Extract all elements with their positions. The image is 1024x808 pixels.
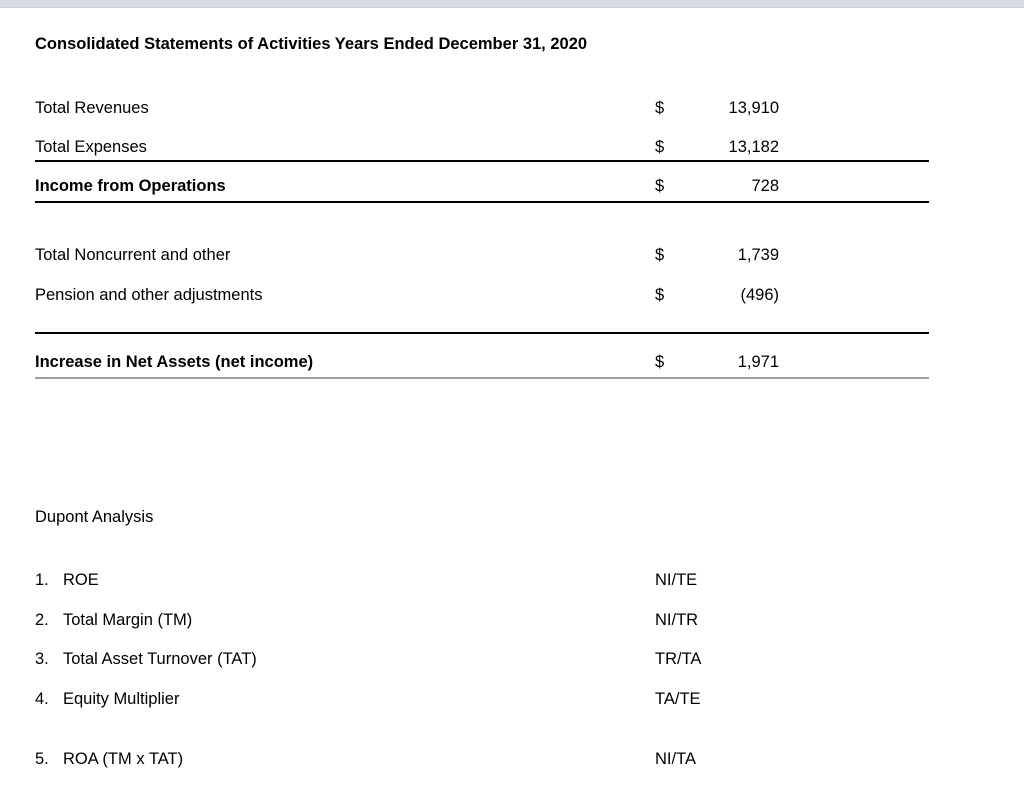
item-formula: TR/TA	[655, 650, 702, 668]
row-value: 13,910	[728, 99, 779, 117]
statement-row-total-noncurrent: Total Noncurrent and other $ 1,739	[35, 246, 929, 265]
item-formula: NI/TE	[655, 571, 698, 589]
item-number: 4.	[35, 690, 49, 708]
item-label: Total Asset Turnover (TAT)	[63, 650, 257, 668]
dupont-item-roe: 1. ROE NI/TE	[35, 570, 929, 590]
row-value: 1,739	[737, 246, 779, 264]
statement-row-total-revenues: Total Revenues $ 13,910	[35, 99, 929, 118]
window-top-strip	[0, 0, 1024, 8]
item-label: Total Margin (TM)	[63, 611, 193, 629]
statement-title: Consolidated Statements of Activities Ye…	[35, 35, 588, 53]
item-number: 3.	[35, 650, 49, 668]
item-label: ROA (TM x TAT)	[63, 750, 184, 768]
row-label: Pension and other adjustments	[35, 286, 263, 304]
statement-row-increase-net-assets: Increase in Net Assets (net income) $ 1,…	[35, 353, 929, 379]
currency-symbol: $	[655, 177, 665, 195]
item-label: Equity Multiplier	[63, 690, 180, 708]
row-label: Total Expenses	[35, 138, 147, 156]
currency-symbol: $	[655, 286, 665, 304]
currency-symbol: $	[655, 138, 665, 156]
statement-row-income-from-operations: Income from Operations $ 728	[35, 177, 929, 203]
total-rule-line	[35, 332, 929, 334]
statement-row-pension-adjustments: Pension and other adjustments $ (496)	[35, 286, 929, 305]
row-value: 13,182	[728, 138, 779, 156]
dupont-item-equity-multiplier: 4. Equity Multiplier TA/TE	[35, 689, 929, 709]
row-value: (496)	[740, 286, 779, 304]
row-label: Total Noncurrent and other	[35, 246, 231, 264]
statement-row-total-expenses: Total Expenses $ 13,182	[35, 138, 929, 162]
row-label: Income from Operations	[35, 177, 226, 195]
dupont-heading: Dupont Analysis	[35, 508, 154, 526]
currency-symbol: $	[655, 99, 665, 117]
item-number: 5.	[35, 750, 49, 768]
item-number: 1.	[35, 571, 49, 589]
currency-symbol: $	[655, 353, 665, 371]
dupont-item-total-asset-turnover: 3. Total Asset Turnover (TAT) TR/TA	[35, 649, 929, 669]
row-value: 728	[751, 177, 779, 195]
item-number: 2.	[35, 611, 49, 629]
row-value: 1,971	[737, 353, 779, 371]
row-label: Increase in Net Assets (net income)	[35, 353, 314, 371]
item-formula: NI/TR	[655, 611, 699, 629]
item-formula: TA/TE	[655, 690, 701, 708]
currency-symbol: $	[655, 246, 665, 264]
dupont-item-roa: 5. ROA (TM x TAT) NI/TA	[35, 749, 929, 769]
row-label: Total Revenues	[35, 99, 149, 117]
item-formula: NI/TA	[655, 750, 696, 768]
dupont-item-total-margin: 2. Total Margin (TM) NI/TR	[35, 610, 929, 630]
item-label: ROE	[63, 571, 99, 589]
